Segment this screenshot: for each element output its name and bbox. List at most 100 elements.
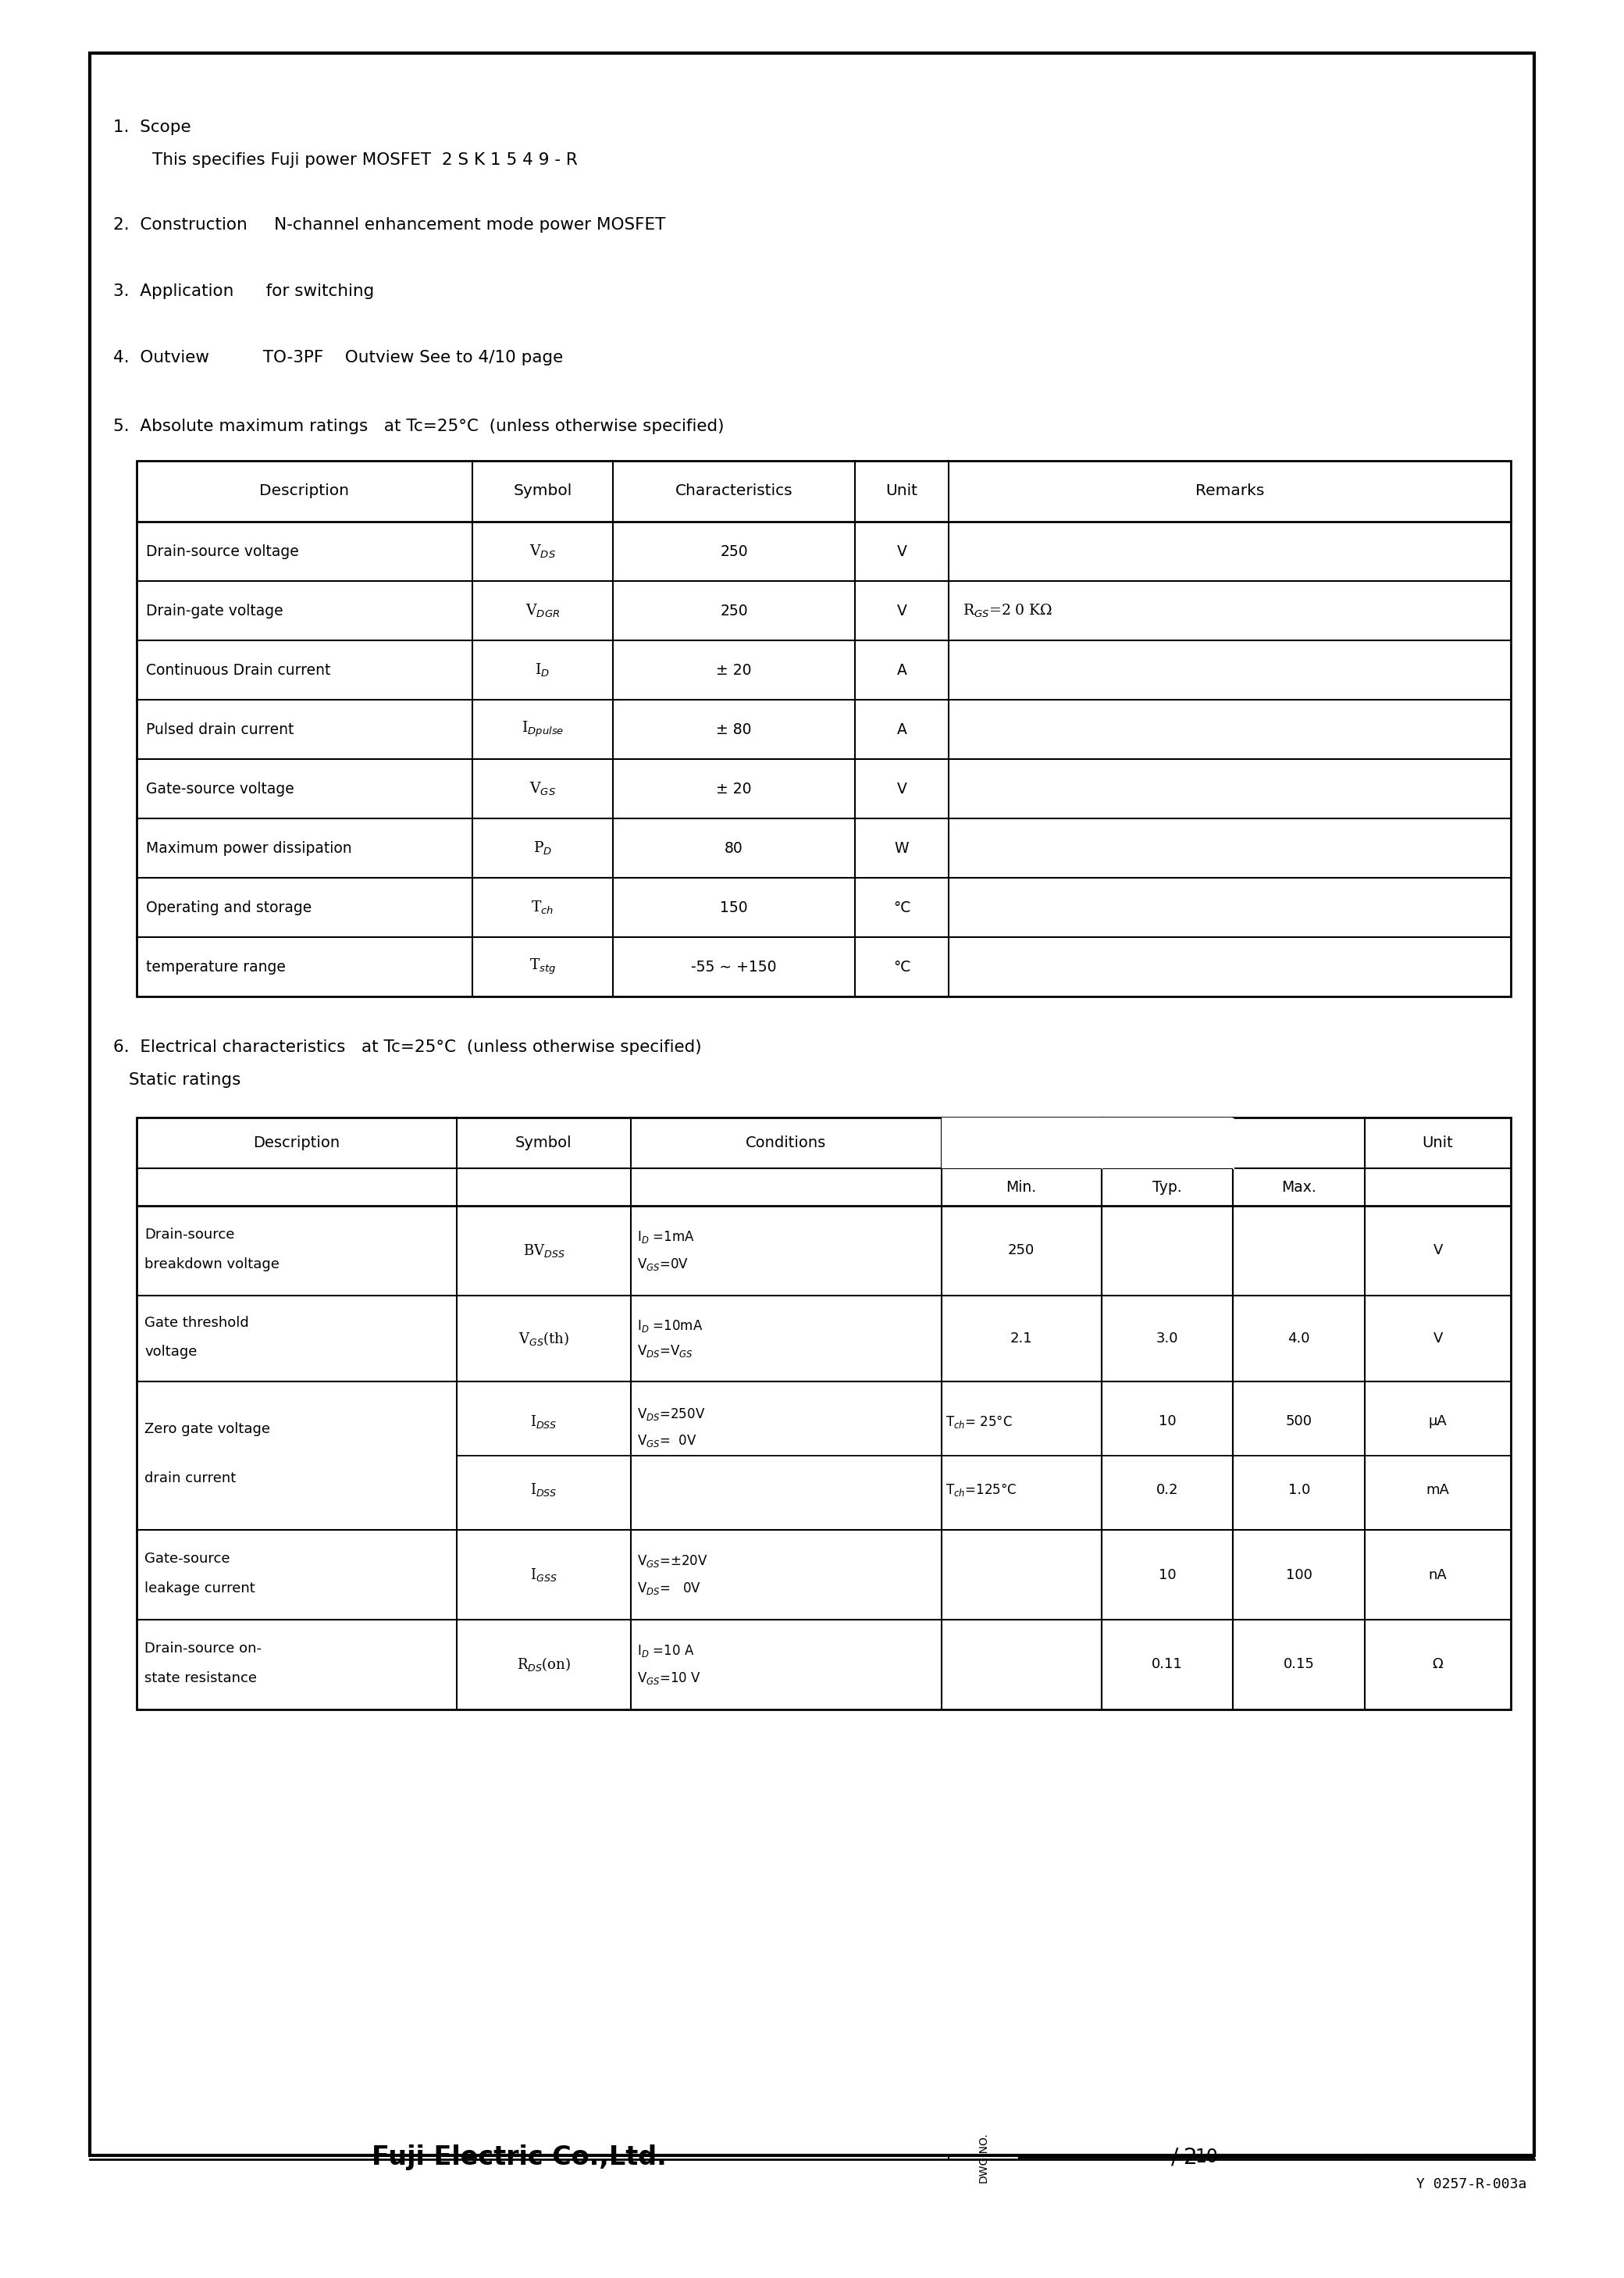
Bar	[136, 460, 1510, 995]
Text: breakdown voltage: breakdown voltage	[145, 1257, 279, 1271]
Text: 250: 250	[719, 604, 747, 617]
Text: V: V	[896, 544, 906, 558]
Text: I$_{GSS}$: I$_{GSS}$	[529, 1567, 557, 1583]
Text: 1.0: 1.0	[1288, 1483, 1311, 1497]
Text: Drain-source voltage: Drain-source voltage	[146, 544, 299, 558]
Text: V$_{GS}$=10 V: V$_{GS}$=10 V	[637, 1670, 702, 1686]
Text: Continuous Drain current: Continuous Drain current	[146, 663, 331, 677]
Text: 4.0: 4.0	[1288, 1333, 1311, 1346]
Text: /: /	[1171, 2146, 1179, 2169]
Text: T$_{ch}$=125°C: T$_{ch}$=125°C	[945, 1481, 1017, 1499]
Text: 80: 80	[724, 841, 744, 857]
Text: V$_{GS}$=  0V: V$_{GS}$= 0V	[637, 1433, 697, 1449]
Text: Y 0257-R-003a: Y 0257-R-003a	[1416, 2178, 1527, 2191]
Text: Max.: Max.	[1281, 1180, 1317, 1194]
Text: Static ratings: Static ratings	[128, 1073, 240, 1089]
Text: Remarks: Remarks	[1195, 483, 1263, 499]
Text: This specifies Fuji power MOSFET  2 S K 1 5 4 9 - R: This specifies Fuji power MOSFET 2 S K 1…	[153, 153, 578, 169]
Text: Unit: Unit	[885, 483, 918, 499]
Text: V: V	[896, 604, 906, 617]
Text: Gate threshold: Gate threshold	[145, 1317, 248, 1330]
Text: Gate-source: Gate-source	[145, 1551, 231, 1565]
Text: Unit: Unit	[1423, 1134, 1453, 1150]
Bar	[1101, 1118, 1233, 1169]
Text: V: V	[1432, 1244, 1442, 1257]
Text: V$_{DS}$=250V: V$_{DS}$=250V	[637, 1406, 705, 1421]
Text: Zero gate voltage: Zero gate voltage	[145, 1421, 270, 1435]
Text: °C: °C	[893, 959, 911, 975]
Text: W: W	[895, 841, 909, 857]
Text: 10: 10	[1158, 1567, 1176, 1581]
Text: 0.2: 0.2	[1156, 1483, 1179, 1497]
Text: T$_{stg}$: T$_{stg}$	[529, 957, 555, 977]
Text: Characteristics: Characteristics	[676, 483, 793, 499]
Text: °C: °C	[893, 900, 911, 916]
Text: V$_{GS}$=0V: V$_{GS}$=0V	[637, 1257, 689, 1271]
Text: ± 80: ± 80	[716, 722, 752, 736]
Text: A: A	[896, 663, 906, 677]
Text: 6.  Electrical characteristics   at Tc=25°C  (unless otherwise specified): 6. Electrical characteristics at Tc=25°C…	[114, 1039, 702, 1055]
Text: Conditions: Conditions	[745, 1134, 827, 1150]
Text: R$_{DS}$(on): R$_{DS}$(on)	[516, 1656, 570, 1672]
Text: T$_{ch}$= 25°C: T$_{ch}$= 25°C	[945, 1412, 1012, 1431]
Bar	[942, 1118, 1233, 1169]
Text: Drain-source: Drain-source	[145, 1228, 234, 1242]
Text: Pulsed drain current: Pulsed drain current	[146, 722, 294, 736]
Text: Ω: Ω	[1432, 1658, 1444, 1672]
Text: V$_{GS}$=±20V: V$_{GS}$=±20V	[637, 1554, 708, 1570]
Text: V$_{GS}$(th): V$_{GS}$(th)	[518, 1330, 568, 1346]
Text: R$_{GS}$=2 0 KΩ: R$_{GS}$=2 0 KΩ	[963, 601, 1052, 620]
Text: I$_{D}$ =10 A: I$_{D}$ =10 A	[637, 1642, 695, 1658]
Text: leakage current: leakage current	[145, 1581, 255, 1595]
Text: A: A	[896, 722, 906, 736]
Text: 100: 100	[1286, 1567, 1312, 1581]
Text: Maximum power dissipation: Maximum power dissipation	[146, 841, 352, 857]
Text: V$_{DGR}$: V$_{DGR}$	[526, 601, 560, 620]
Text: 2.1: 2.1	[1010, 1333, 1033, 1346]
Text: I$_{Dpulse}$: I$_{Dpulse}$	[521, 720, 564, 738]
Text: Symbol: Symbol	[513, 483, 572, 499]
Text: 3.0: 3.0	[1156, 1333, 1179, 1346]
Text: I$_{D}$: I$_{D}$	[536, 661, 551, 679]
Bar	[136, 1118, 1510, 1708]
Text: 2.  Construction     N-channel enhancement mode power MOSFET: 2. Construction N-channel enhancement mo…	[114, 216, 666, 232]
Text: 5.  Absolute maximum ratings   at Tc=25°C  (unless otherwise specified): 5. Absolute maximum ratings at Tc=25°C (…	[114, 419, 724, 435]
Text: I$_{D}$ =10mA: I$_{D}$ =10mA	[637, 1319, 703, 1333]
Text: Description: Description	[253, 1134, 339, 1150]
Text: 250: 250	[719, 544, 747, 558]
Text: mA: mA	[1426, 1483, 1450, 1497]
Text: drain current: drain current	[145, 1472, 235, 1485]
Text: Operating and storage: Operating and storage	[146, 900, 312, 916]
Text: 4.  Outview          TO-3PF    Outview See to 4/10 page: 4. Outview TO-3PF Outview See to 4/10 pa…	[114, 351, 564, 364]
Text: Fuji Electric Co.,Ltd.: Fuji Electric Co.,Ltd.	[372, 2144, 667, 2171]
Text: V$_{DS}$: V$_{DS}$	[529, 542, 555, 560]
Text: 10: 10	[1158, 1415, 1176, 1428]
Text: Drain-gate voltage: Drain-gate voltage	[146, 604, 283, 617]
Text: -55 ∼ +150: -55 ∼ +150	[692, 959, 776, 975]
Text: Description: Description	[260, 483, 349, 499]
Text: I$_{DSS}$: I$_{DSS}$	[529, 1412, 557, 1431]
Text: ± 20: ± 20	[716, 663, 752, 677]
Text: 0.15: 0.15	[1283, 1658, 1314, 1672]
Bar	[89, 52, 1535, 2155]
Text: V: V	[896, 781, 906, 797]
Text: Min.: Min.	[1007, 1180, 1036, 1194]
Text: Drain-source on-: Drain-source on-	[145, 1642, 261, 1656]
Text: 1.  Scope: 1. Scope	[114, 118, 192, 134]
Text: 2: 2	[1184, 2146, 1197, 2169]
Text: temperature range: temperature range	[146, 959, 286, 975]
Text: μA: μA	[1429, 1415, 1447, 1428]
Text: 10: 10	[1195, 2148, 1218, 2166]
Text: P$_{D}$: P$_{D}$	[533, 841, 552, 857]
Text: state resistance: state resistance	[145, 1672, 257, 1686]
Text: Characteristics: Characteristics	[1096, 1134, 1210, 1150]
Text: V$_{GS}$: V$_{GS}$	[529, 781, 555, 797]
Text: 150: 150	[719, 900, 747, 916]
Text: 500: 500	[1286, 1415, 1312, 1428]
Text: 3.  Application      for switching: 3. Application for switching	[114, 282, 374, 298]
Text: V$_{DS}$=   0V: V$_{DS}$= 0V	[637, 1581, 702, 1597]
Text: BV$_{DSS}$: BV$_{DSS}$	[523, 1242, 565, 1260]
Text: nA: nA	[1429, 1567, 1447, 1581]
Text: I$_{DSS}$: I$_{DSS}$	[529, 1481, 557, 1499]
Text: Symbol: Symbol	[515, 1134, 572, 1150]
